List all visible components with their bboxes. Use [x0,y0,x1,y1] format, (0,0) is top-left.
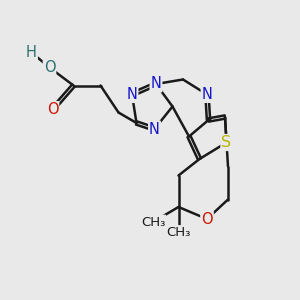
Text: O: O [44,60,55,75]
Text: N: N [151,76,161,92]
Text: O: O [47,102,58,117]
Text: H: H [26,45,37,60]
Text: CH₃: CH₃ [166,226,191,239]
Text: N: N [149,122,160,136]
Text: O: O [201,212,213,226]
Text: N: N [202,87,212,102]
Text: S: S [221,135,232,150]
Text: CH₃: CH₃ [141,215,165,229]
Text: N: N [127,87,137,102]
